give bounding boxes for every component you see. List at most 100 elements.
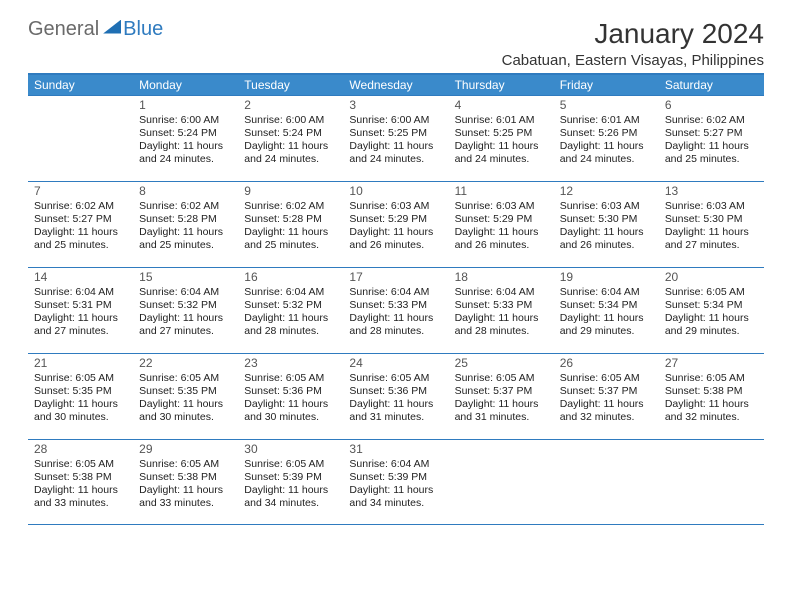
- sunset-text: Sunset: 5:28 PM: [139, 213, 232, 226]
- week-row: 21Sunrise: 6:05 AMSunset: 5:35 PMDayligh…: [28, 353, 764, 439]
- sunset-text: Sunset: 5:29 PM: [455, 213, 548, 226]
- daylight-text: Daylight: 11 hours: [139, 312, 232, 325]
- sunset-text: Sunset: 5:30 PM: [560, 213, 653, 226]
- sunrise-text: Sunrise: 6:02 AM: [139, 200, 232, 213]
- daylight-text: Daylight: 11 hours: [455, 398, 548, 411]
- dow-header-row: Sunday Monday Tuesday Wednesday Thursday…: [28, 75, 764, 95]
- daylight-text: and 27 minutes.: [34, 325, 127, 338]
- day-number: 29: [139, 442, 232, 457]
- day-number: 16: [244, 270, 337, 285]
- day-cell: 8Sunrise: 6:02 AMSunset: 5:28 PMDaylight…: [133, 182, 238, 267]
- daylight-text: and 29 minutes.: [560, 325, 653, 338]
- daylight-text: and 26 minutes.: [560, 239, 653, 252]
- day-number: 4: [455, 98, 548, 113]
- daylight-text: and 25 minutes.: [139, 239, 232, 252]
- daylight-text: Daylight: 11 hours: [560, 398, 653, 411]
- dow-friday: Friday: [554, 75, 659, 95]
- sunrise-text: Sunrise: 6:05 AM: [244, 372, 337, 385]
- day-number: 27: [665, 356, 758, 371]
- daylight-text: and 34 minutes.: [244, 497, 337, 510]
- daylight-text: and 24 minutes.: [244, 153, 337, 166]
- sunset-text: Sunset: 5:25 PM: [349, 127, 442, 140]
- daylight-text: Daylight: 11 hours: [455, 226, 548, 239]
- day-number: 28: [34, 442, 127, 457]
- daylight-text: and 28 minutes.: [244, 325, 337, 338]
- day-cell: 4Sunrise: 6:01 AMSunset: 5:25 PMDaylight…: [449, 96, 554, 181]
- sunrise-text: Sunrise: 6:03 AM: [455, 200, 548, 213]
- day-cell: 17Sunrise: 6:04 AMSunset: 5:33 PMDayligh…: [343, 268, 448, 353]
- day-cell: 2Sunrise: 6:00 AMSunset: 5:24 PMDaylight…: [238, 96, 343, 181]
- sunset-text: Sunset: 5:36 PM: [244, 385, 337, 398]
- day-number: 31: [349, 442, 442, 457]
- day-cell: 9Sunrise: 6:02 AMSunset: 5:28 PMDaylight…: [238, 182, 343, 267]
- day-cell: 1Sunrise: 6:00 AMSunset: 5:24 PMDaylight…: [133, 96, 238, 181]
- sunrise-text: Sunrise: 6:01 AM: [455, 114, 548, 127]
- day-number: 15: [139, 270, 232, 285]
- daylight-text: Daylight: 11 hours: [665, 312, 758, 325]
- day-cell: 27Sunrise: 6:05 AMSunset: 5:38 PMDayligh…: [659, 354, 764, 439]
- sunrise-text: Sunrise: 6:03 AM: [560, 200, 653, 213]
- sunrise-text: Sunrise: 6:04 AM: [34, 286, 127, 299]
- sunrise-text: Sunrise: 6:05 AM: [139, 372, 232, 385]
- daylight-text: and 25 minutes.: [244, 239, 337, 252]
- daylight-text: Daylight: 11 hours: [244, 484, 337, 497]
- sunrise-text: Sunrise: 6:03 AM: [349, 200, 442, 213]
- day-number: 2: [244, 98, 337, 113]
- title-block: January 2024 Cabatuan, Eastern Visayas, …: [502, 18, 764, 69]
- day-cell: 30Sunrise: 6:05 AMSunset: 5:39 PMDayligh…: [238, 440, 343, 524]
- sunrise-text: Sunrise: 6:00 AM: [139, 114, 232, 127]
- daylight-text: Daylight: 11 hours: [560, 226, 653, 239]
- sunset-text: Sunset: 5:24 PM: [244, 127, 337, 140]
- day-cell: 23Sunrise: 6:05 AMSunset: 5:36 PMDayligh…: [238, 354, 343, 439]
- daylight-text: and 32 minutes.: [665, 411, 758, 424]
- daylight-text: and 24 minutes.: [560, 153, 653, 166]
- daylight-text: and 25 minutes.: [665, 153, 758, 166]
- sunrise-text: Sunrise: 6:04 AM: [349, 286, 442, 299]
- day-number: 25: [455, 356, 548, 371]
- sunrise-text: Sunrise: 6:04 AM: [560, 286, 653, 299]
- day-number: 26: [560, 356, 653, 371]
- day-cell: 20Sunrise: 6:05 AMSunset: 5:34 PMDayligh…: [659, 268, 764, 353]
- day-cell: 6Sunrise: 6:02 AMSunset: 5:27 PMDaylight…: [659, 96, 764, 181]
- daylight-text: Daylight: 11 hours: [349, 484, 442, 497]
- daylight-text: Daylight: 11 hours: [34, 484, 127, 497]
- calendar-grid: Sunday Monday Tuesday Wednesday Thursday…: [28, 73, 764, 525]
- day-cell: 5Sunrise: 6:01 AMSunset: 5:26 PMDaylight…: [554, 96, 659, 181]
- daylight-text: and 28 minutes.: [349, 325, 442, 338]
- day-number: 13: [665, 184, 758, 199]
- sunrise-text: Sunrise: 6:00 AM: [244, 114, 337, 127]
- month-title: January 2024: [502, 18, 764, 50]
- sunset-text: Sunset: 5:32 PM: [139, 299, 232, 312]
- sunset-text: Sunset: 5:37 PM: [455, 385, 548, 398]
- sunrise-text: Sunrise: 6:01 AM: [560, 114, 653, 127]
- daylight-text: Daylight: 11 hours: [349, 398, 442, 411]
- sunrise-text: Sunrise: 6:05 AM: [34, 458, 127, 471]
- daylight-text: and 30 minutes.: [34, 411, 127, 424]
- sunset-text: Sunset: 5:31 PM: [34, 299, 127, 312]
- sunset-text: Sunset: 5:33 PM: [455, 299, 548, 312]
- sunrise-text: Sunrise: 6:00 AM: [349, 114, 442, 127]
- sunset-text: Sunset: 5:39 PM: [244, 471, 337, 484]
- daylight-text: Daylight: 11 hours: [665, 140, 758, 153]
- day-number: 23: [244, 356, 337, 371]
- day-number: 12: [560, 184, 653, 199]
- sunset-text: Sunset: 5:34 PM: [665, 299, 758, 312]
- daylight-text: Daylight: 11 hours: [244, 226, 337, 239]
- daylight-text: and 29 minutes.: [665, 325, 758, 338]
- day-cell: 21Sunrise: 6:05 AMSunset: 5:35 PMDayligh…: [28, 354, 133, 439]
- logo-text-blue: Blue: [123, 18, 163, 41]
- daylight-text: and 31 minutes.: [349, 411, 442, 424]
- daylight-text: and 25 minutes.: [34, 239, 127, 252]
- day-number: 24: [349, 356, 442, 371]
- day-number: 5: [560, 98, 653, 113]
- dow-monday: Monday: [133, 75, 238, 95]
- day-cell: 25Sunrise: 6:05 AMSunset: 5:37 PMDayligh…: [449, 354, 554, 439]
- day-cell: 12Sunrise: 6:03 AMSunset: 5:30 PMDayligh…: [554, 182, 659, 267]
- daylight-text: Daylight: 11 hours: [455, 312, 548, 325]
- daylight-text: and 30 minutes.: [244, 411, 337, 424]
- sunset-text: Sunset: 5:30 PM: [665, 213, 758, 226]
- week-row: 14Sunrise: 6:04 AMSunset: 5:31 PMDayligh…: [28, 267, 764, 353]
- daylight-text: Daylight: 11 hours: [665, 226, 758, 239]
- day-cell: [659, 440, 764, 524]
- logo-text-general: General: [28, 18, 99, 41]
